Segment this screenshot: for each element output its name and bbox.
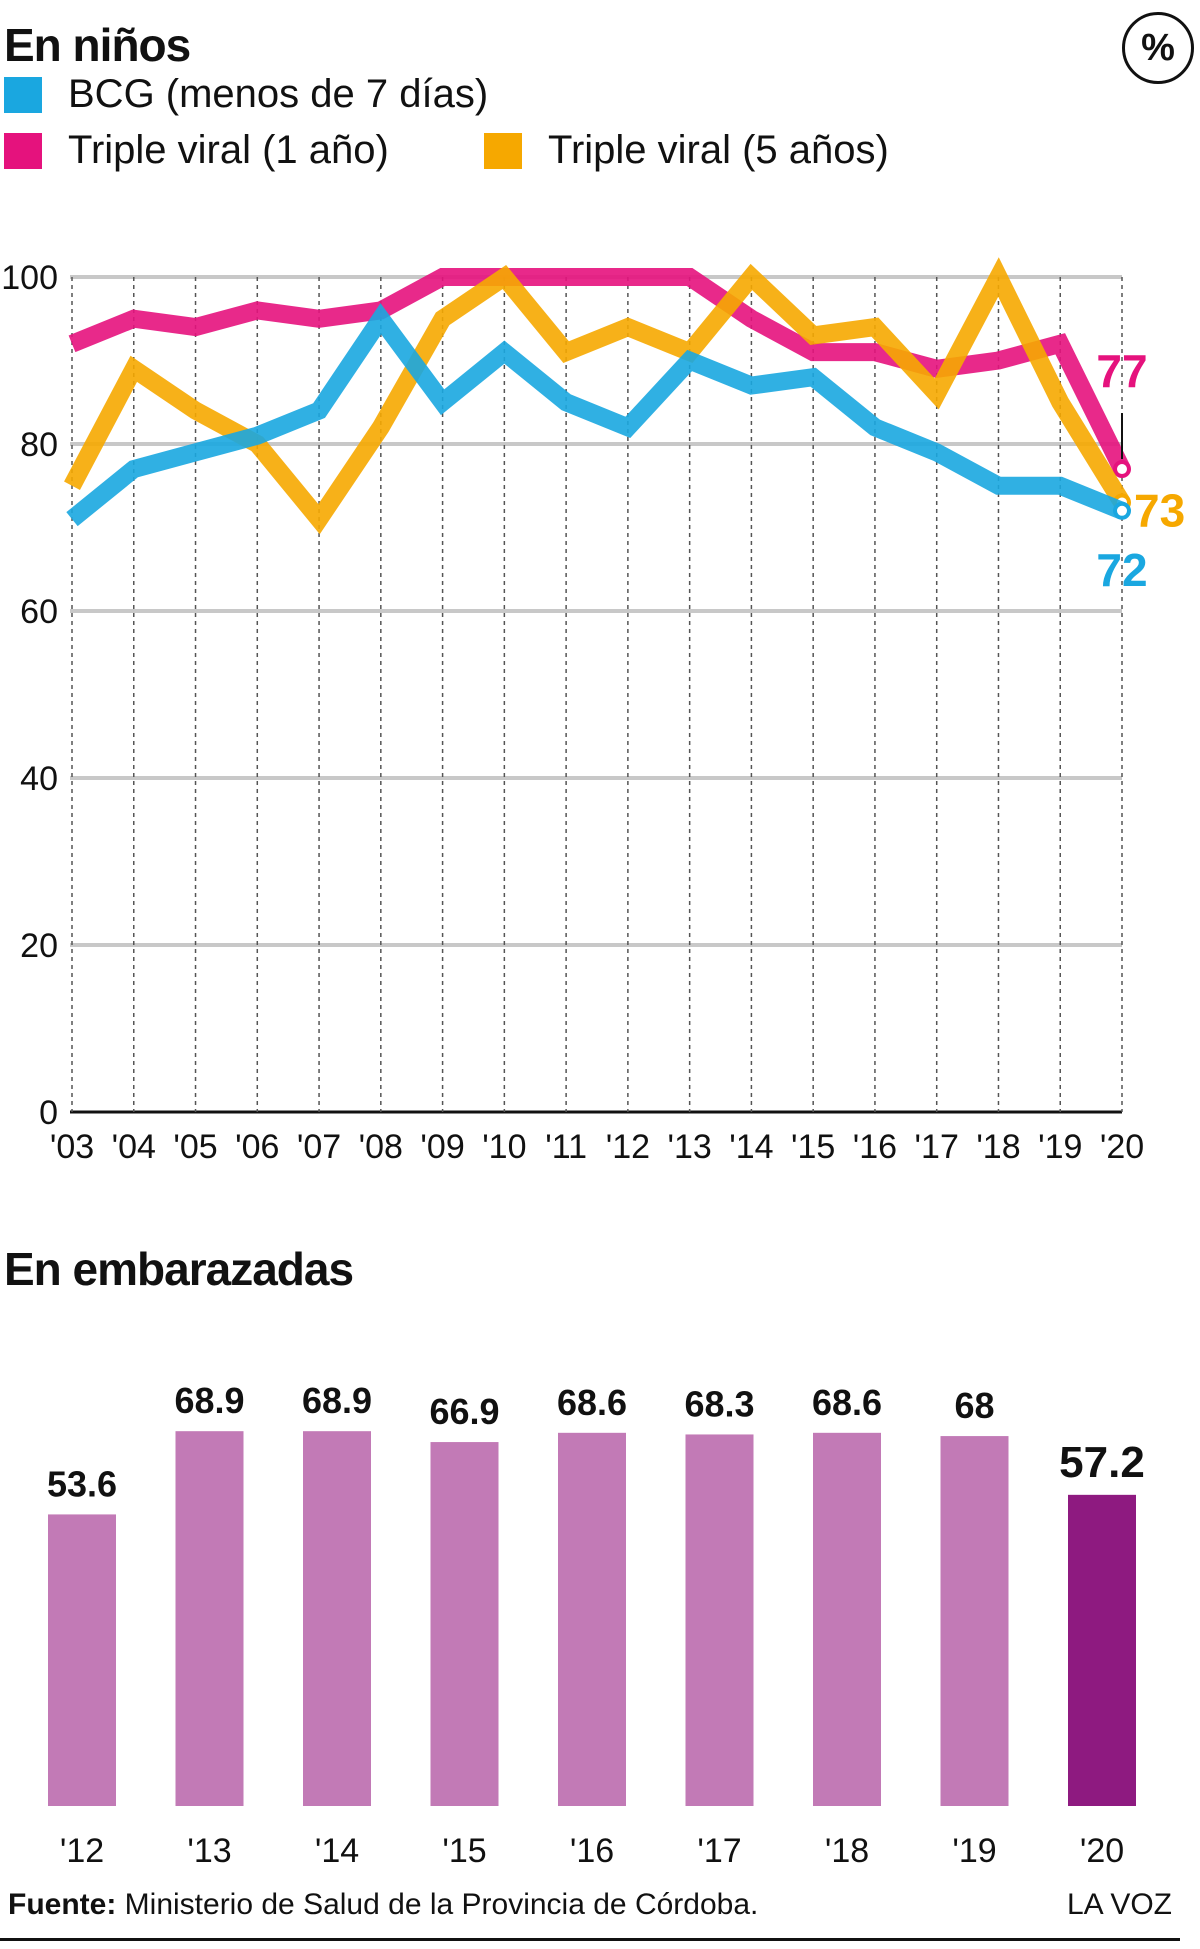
legend-item-triple-viral-5: Triple viral (5 años) — [484, 128, 889, 173]
x-tick-label: '05 — [173, 1128, 217, 1166]
x-tick-label: '13 — [667, 1128, 711, 1166]
x-tick-label: '13 — [187, 1832, 231, 1870]
x-tick-label: '11 — [545, 1128, 587, 1166]
x-tick-label: '07 — [297, 1128, 341, 1166]
bar — [303, 1431, 371, 1806]
bar-value-label: 68.3 — [684, 1383, 754, 1424]
bar-chart: 53.6 '12 68.9 '13 68.9 '14 66.9 '15 68.6 '16 68.3 '… — [47, 1380, 1145, 1870]
end-value-label: 72 — [1096, 544, 1147, 596]
x-tick-label: '18 — [976, 1128, 1020, 1166]
bar-value-label: 57.2 — [1059, 1438, 1145, 1487]
x-tick-label: '14 — [315, 1832, 359, 1870]
chart-title-children: En niños — [4, 19, 191, 71]
y-tick-label: 100 — [1, 259, 58, 297]
bar — [430, 1442, 499, 1806]
y-tick-label: 60 — [20, 593, 58, 631]
bar-value-label: 68.6 — [812, 1382, 882, 1423]
legend-item-bcg: BCG (menos de 7 días) — [4, 72, 488, 117]
brand-logo: LA VOZ — [1066, 1888, 1172, 1921]
percent-badge: % — [1122, 12, 1194, 84]
source-label: Fuente: — [8, 1888, 117, 1921]
source-text: Ministerio de Salud de la Provincia de C… — [116, 1888, 759, 1921]
x-tick-label: '09 — [420, 1128, 464, 1166]
bar — [1068, 1494, 1136, 1806]
legend-label-triple-viral-1: Triple viral (1 año) — [68, 128, 389, 172]
bar-value-label: 53.6 — [47, 1463, 117, 1504]
end-value-label: 77 — [1096, 345, 1147, 397]
x-tick-label: '17 — [915, 1128, 959, 1166]
x-tick-label: '20 — [1100, 1128, 1144, 1166]
x-tick-label: '06 — [235, 1128, 279, 1166]
legend-item-triple-viral-1: Triple viral (1 año) — [4, 128, 389, 173]
bar — [48, 1514, 116, 1806]
footer-rule — [0, 1938, 1180, 1941]
source-note: Fuente: Ministerio de Salud de la Provin… — [8, 1888, 758, 1922]
chart-title-pregnant: En embarazadas — [4, 1243, 354, 1295]
legend-swatch-triple-viral-1 — [4, 132, 42, 169]
x-tick-label: '17 — [697, 1832, 741, 1870]
x-tick-label: '15 — [442, 1832, 486, 1870]
y-tick-label: 20 — [20, 927, 58, 965]
x-tick-label: '19 — [1038, 1128, 1082, 1166]
x-tick-label: '20 — [1080, 1832, 1124, 1870]
x-tick-label: '03 — [50, 1128, 94, 1166]
bar — [813, 1432, 881, 1806]
x-tick-label: '16 — [570, 1832, 614, 1870]
x-tick-label: '16 — [853, 1128, 897, 1166]
bar-value-label: 66.9 — [429, 1391, 499, 1432]
x-tick-label: '08 — [359, 1128, 403, 1166]
x-tick-label: '10 — [482, 1128, 526, 1166]
bar — [558, 1432, 626, 1806]
bar-value-label: 68.6 — [557, 1382, 627, 1423]
y-tick-label: 80 — [20, 426, 58, 464]
end-point-marker — [1113, 501, 1131, 520]
bar — [175, 1431, 244, 1806]
x-tick-label: '12 — [606, 1128, 650, 1166]
x-tick-label: '04 — [112, 1128, 156, 1166]
x-tick-label: '18 — [825, 1832, 869, 1870]
legend-swatch-bcg — [4, 76, 42, 113]
bar-value-label: 68.9 — [174, 1380, 244, 1421]
x-tick-label: '15 — [791, 1128, 835, 1166]
x-tick-label: '19 — [952, 1832, 996, 1870]
end-point-marker — [1113, 460, 1131, 479]
line-chart: 0 20 40 60 80 100 '03 '04 '05 '06 '07 '08 '09 '10 '11 '… — [1, 257, 1185, 1166]
bar-value-label: 68 — [954, 1385, 994, 1426]
legend-label-bcg: BCG (menos de 7 días) — [68, 72, 489, 116]
bar — [940, 1436, 1009, 1806]
bar-value-label: 68.9 — [302, 1380, 372, 1421]
series-line — [66, 303, 1126, 527]
x-tick-label: '14 — [729, 1128, 773, 1166]
legend-label-triple-viral-5: Triple viral (5 años) — [548, 128, 889, 172]
end-value-label: 73 — [1134, 484, 1185, 536]
y-tick-label: 0 — [39, 1094, 58, 1132]
y-tick-label: 40 — [20, 760, 58, 798]
x-tick-label: '12 — [60, 1832, 104, 1870]
legend-swatch-triple-viral-5 — [484, 132, 522, 169]
bar — [685, 1434, 754, 1806]
